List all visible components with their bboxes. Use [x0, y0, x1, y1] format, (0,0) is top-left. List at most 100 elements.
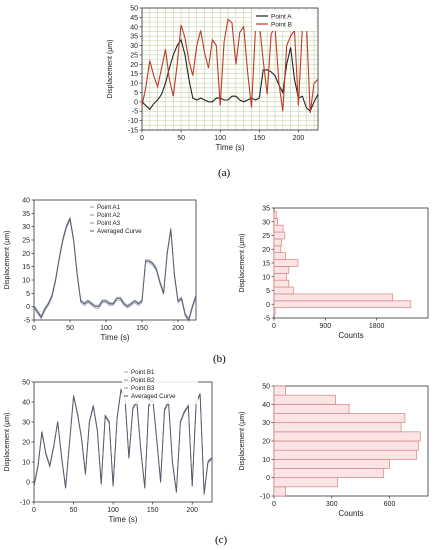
chart-c-histogram: 0 300 600-1001020304050CountsDisplacement … — [239, 384, 429, 518]
y-tick-label: -5 — [24, 318, 30, 325]
x-tick-label: 150 — [136, 325, 148, 332]
series-line-point-a — [141, 38, 319, 113]
panel-label-b: (b) — [213, 353, 226, 365]
y-tick-label: 35 — [22, 211, 30, 218]
x-tick-label: 100 — [107, 507, 119, 514]
y-tick-label: 40 — [22, 198, 30, 205]
histogram-bar — [273, 458, 390, 469]
x-tick-label: 150 — [147, 507, 159, 514]
x-tick-label: 300 — [326, 501, 338, 508]
series-line-point-b — [141, 17, 319, 114]
histogram-bar — [273, 238, 282, 247]
y-tick-label: 30 — [130, 43, 138, 50]
histogram-bar — [273, 449, 417, 460]
y-tick-label: 10 — [262, 274, 270, 281]
x-tick-label: 50 — [66, 325, 74, 332]
x-tick-label: 50 — [70, 507, 78, 514]
y-tick-label: 35 — [262, 206, 270, 213]
y-tick-label: 15 — [262, 261, 270, 268]
x-tick-label: 50 — [177, 135, 185, 142]
series-line-averaged-curve — [33, 217, 197, 322]
y-tick-label: -10 — [260, 494, 270, 501]
y-tick-label: -5 — [264, 316, 270, 323]
histogram-bar — [273, 286, 294, 295]
histogram-bar — [273, 440, 419, 451]
histogram-bar — [273, 266, 290, 274]
y-tick-label: 25 — [262, 233, 270, 240]
plot-frame — [141, 7, 319, 131]
y-axis-label: Displacement (μm) — [107, 40, 114, 99]
x-tick-label: 100 — [100, 325, 112, 332]
legend-label: Point A1 — [97, 204, 121, 211]
legend-box — [88, 203, 164, 239]
y-tick-label: 50 — [22, 380, 30, 387]
y-tick-label: 40 — [22, 400, 30, 407]
histogram-bar — [273, 259, 299, 267]
histogram-bar — [273, 300, 412, 309]
chart-a: 0 50 100 150 200 -15 -10 -5 0 5 10 15 20 25 30 35 40 45 50… — [107, 6, 319, 152]
histogram-bar — [273, 394, 336, 405]
histogram-bar — [273, 211, 277, 219]
series-line-point-b3 — [33, 388, 213, 494]
x-tick-label: 600 — [384, 501, 396, 508]
plot-frame — [33, 199, 197, 321]
histogram-bar — [273, 307, 276, 315]
x-tick-label: 200 — [172, 325, 184, 332]
y-tick-label: 20 — [262, 247, 270, 254]
x-axis-label: Counts — [338, 331, 363, 340]
legend-label: Averaged Curve — [131, 393, 176, 400]
y-tick-label: 10 — [22, 460, 30, 467]
histogram-bar — [273, 217, 278, 226]
y-tick-label: 35 — [130, 34, 138, 41]
legend-box — [122, 368, 198, 404]
legend-label: Point B — [271, 22, 292, 29]
histogram-bar — [273, 486, 286, 497]
y-tick-label: 10 — [22, 278, 30, 285]
series-line-point-b1 — [33, 387, 213, 493]
y-tick-label: 0 — [266, 475, 270, 482]
x-tick-label: 100 — [214, 135, 226, 142]
histogram-bar — [273, 231, 286, 240]
histogram-bar — [273, 224, 284, 233]
y-tick-label: 25 — [130, 52, 138, 59]
y-tick-label: 25 — [22, 238, 30, 245]
y-tick-label: 0 — [26, 480, 30, 487]
legend-label: Point B2 — [131, 377, 155, 384]
histogram-bar — [273, 403, 350, 414]
legend-label: Point B1 — [131, 369, 155, 376]
x-tick-label: 150 — [253, 135, 265, 142]
y-tick-label: 45 — [130, 15, 138, 22]
x-axis-label: Time (s) — [100, 333, 129, 342]
x-axis-label: Time (s) — [108, 515, 137, 524]
histogram-bar — [273, 252, 286, 260]
y-axis-label: Displacement (μm) — [4, 413, 11, 472]
x-axis-label: Time (s) — [215, 143, 244, 152]
series-line-averaged-curve — [33, 388, 213, 495]
x-tick-label: 0 — [32, 325, 36, 332]
y-tick-label: 40 — [130, 24, 138, 31]
y-tick-label: 20 — [22, 251, 30, 258]
y-tick-label: 0 — [266, 302, 270, 309]
x-tick-label: 1800 — [369, 323, 385, 330]
legend-label: Point A — [271, 14, 292, 21]
y-tick-label: 30 — [262, 420, 270, 427]
y-tick-label: 5 — [134, 90, 138, 97]
panel-label-a: (a) — [218, 167, 231, 179]
y-tick-label: 30 — [22, 224, 30, 231]
y-axis-label: Displacement (μm) — [4, 231, 11, 290]
y-tick-label: 5 — [266, 288, 270, 295]
y-tick-label: 0 — [26, 304, 30, 311]
histogram-bar — [273, 468, 385, 479]
y-tick-label: -10 — [128, 118, 138, 125]
legend-label: Point A2 — [97, 212, 121, 219]
y-tick-label: 20 — [262, 439, 270, 446]
y-tick-label: 10 — [262, 457, 270, 464]
y-tick-label: 50 — [130, 6, 138, 13]
histogram-bar — [273, 272, 287, 281]
y-tick-label: 15 — [130, 71, 138, 78]
histogram-bar — [273, 385, 286, 396]
